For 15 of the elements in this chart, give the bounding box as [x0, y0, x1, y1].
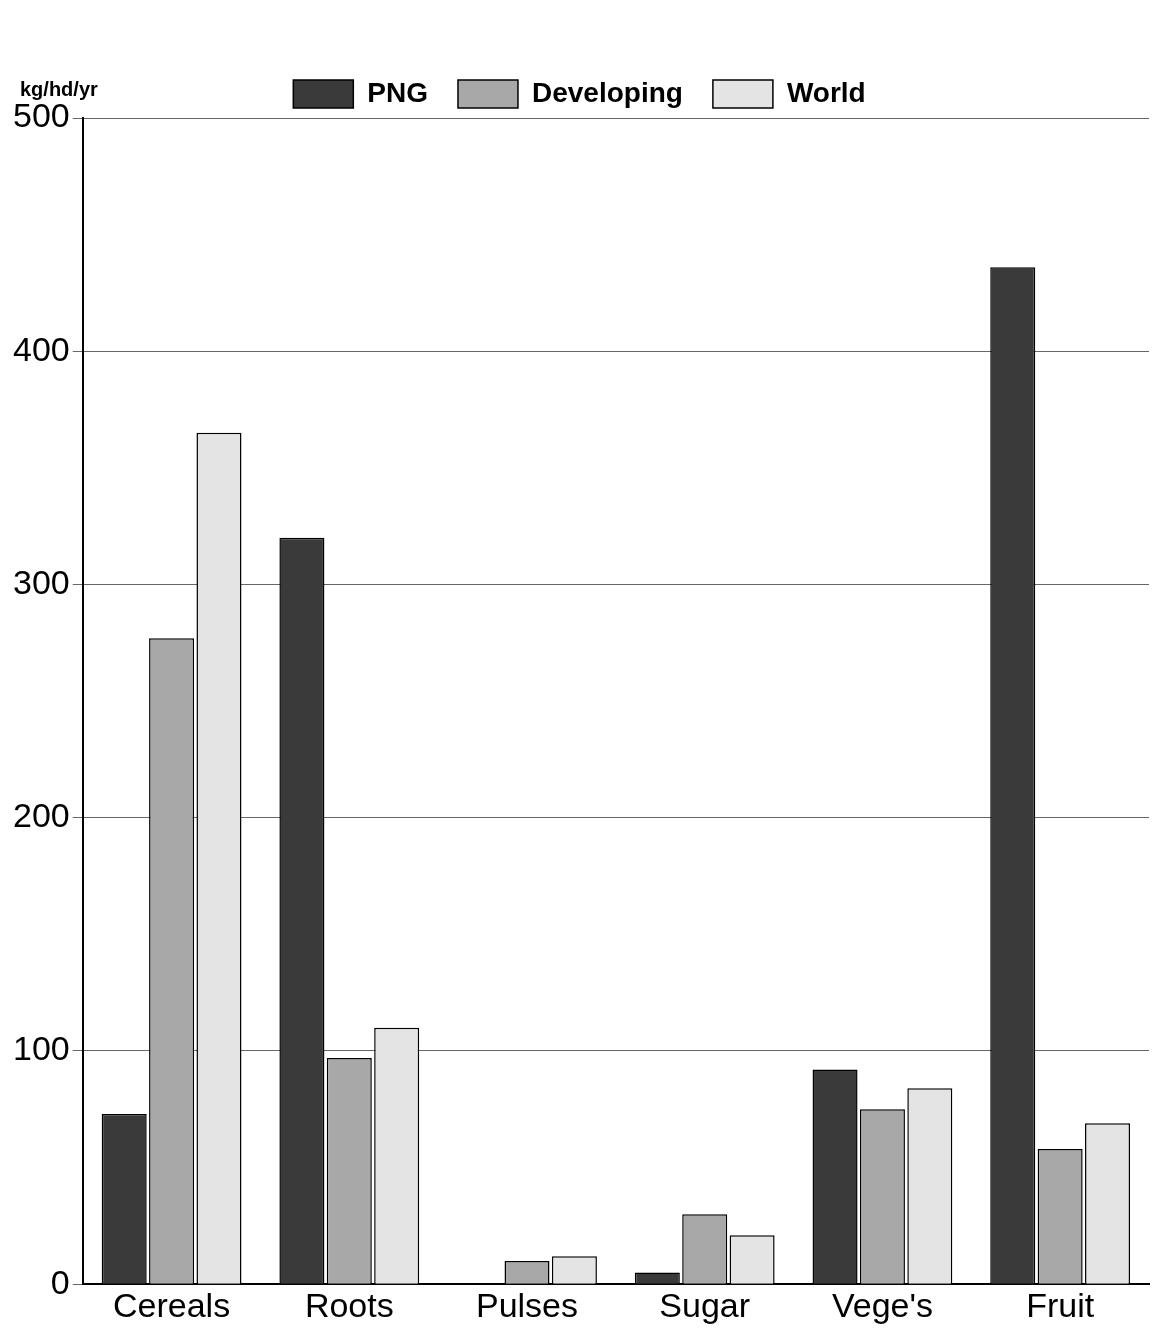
- legend-label: Developing: [531, 76, 683, 108]
- x-tick-label: Sugar: [659, 1285, 751, 1324]
- legend-label: World: [786, 76, 866, 108]
- legend-label: PNG: [367, 76, 428, 108]
- x-tick-label: Vege's: [831, 1285, 933, 1324]
- y-tick-label: 200: [12, 796, 70, 835]
- y-tick-label: 0: [50, 1262, 70, 1301]
- x-tick-label: Cereals: [113, 1285, 231, 1324]
- y-tick-label: 300: [12, 562, 70, 601]
- x-tick-label: Roots: [304, 1285, 394, 1324]
- x-tick-label: Fruit: [1026, 1285, 1095, 1324]
- y-tick-label: 100: [12, 1029, 70, 1068]
- y-axis-title: kg/hd/yr: [20, 77, 99, 100]
- y-tick-label: 400: [12, 329, 70, 368]
- x-tick-label: Pulses: [475, 1285, 579, 1324]
